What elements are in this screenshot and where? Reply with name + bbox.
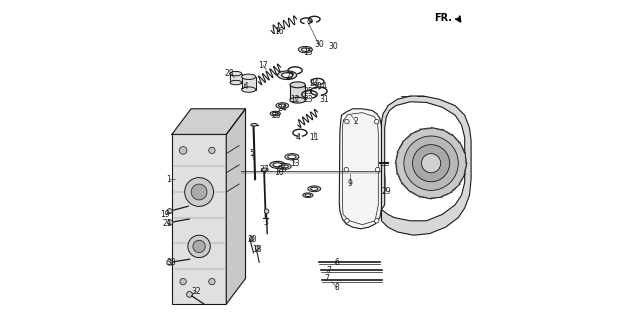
- Circle shape: [396, 128, 466, 198]
- Circle shape: [250, 236, 254, 241]
- Ellipse shape: [279, 164, 291, 169]
- Ellipse shape: [230, 80, 242, 85]
- Ellipse shape: [311, 187, 318, 190]
- Text: 30: 30: [314, 40, 324, 49]
- Circle shape: [264, 209, 269, 213]
- Circle shape: [168, 220, 173, 225]
- Text: 16: 16: [274, 28, 284, 36]
- Text: 14: 14: [239, 82, 249, 91]
- Polygon shape: [226, 109, 246, 304]
- Text: 30: 30: [329, 42, 338, 51]
- Ellipse shape: [305, 194, 311, 196]
- Circle shape: [375, 167, 380, 172]
- Polygon shape: [172, 134, 226, 304]
- Text: 33: 33: [166, 258, 176, 267]
- Ellipse shape: [230, 71, 242, 76]
- Ellipse shape: [308, 186, 321, 192]
- Circle shape: [344, 167, 349, 172]
- Text: 30: 30: [312, 82, 323, 91]
- Circle shape: [185, 178, 213, 206]
- Ellipse shape: [277, 71, 297, 79]
- Circle shape: [404, 136, 458, 190]
- Polygon shape: [382, 96, 471, 235]
- Ellipse shape: [242, 87, 256, 92]
- Text: 32: 32: [191, 287, 201, 296]
- Ellipse shape: [281, 165, 288, 168]
- Ellipse shape: [285, 154, 299, 160]
- Circle shape: [188, 235, 210, 258]
- Text: 11: 11: [309, 133, 319, 142]
- Text: 26: 26: [277, 165, 287, 174]
- Text: 7: 7: [326, 266, 331, 275]
- Text: 10: 10: [274, 168, 284, 177]
- Circle shape: [375, 219, 379, 223]
- Text: 23: 23: [303, 95, 312, 104]
- Text: 1: 1: [166, 175, 171, 184]
- Circle shape: [255, 246, 260, 250]
- Text: 7: 7: [324, 274, 330, 283]
- Ellipse shape: [261, 168, 268, 171]
- Text: 25: 25: [271, 111, 281, 120]
- Text: 24: 24: [277, 104, 287, 113]
- Ellipse shape: [251, 124, 257, 126]
- Text: 19: 19: [161, 210, 170, 219]
- Text: 6: 6: [334, 258, 339, 267]
- Text: 4: 4: [296, 133, 301, 142]
- Text: 3: 3: [264, 218, 269, 227]
- Text: 27: 27: [260, 165, 269, 174]
- Circle shape: [209, 278, 215, 285]
- Circle shape: [422, 154, 441, 173]
- Ellipse shape: [272, 112, 278, 115]
- Text: 12: 12: [290, 95, 300, 104]
- Polygon shape: [339, 109, 382, 229]
- Ellipse shape: [270, 161, 285, 168]
- Text: 15: 15: [303, 48, 312, 57]
- Text: 25: 25: [303, 87, 312, 96]
- Circle shape: [345, 219, 349, 223]
- Text: 31: 31: [319, 95, 329, 104]
- Circle shape: [413, 145, 450, 182]
- Circle shape: [179, 147, 187, 154]
- Circle shape: [187, 292, 192, 297]
- Ellipse shape: [282, 73, 293, 78]
- Ellipse shape: [290, 97, 305, 103]
- Ellipse shape: [298, 46, 312, 53]
- Text: 2: 2: [354, 117, 358, 126]
- Text: 9: 9: [347, 180, 352, 188]
- Text: 20: 20: [247, 235, 257, 244]
- Text: 4: 4: [321, 82, 326, 91]
- Circle shape: [209, 147, 215, 154]
- Ellipse shape: [273, 163, 282, 167]
- Text: 28: 28: [225, 69, 234, 78]
- Text: 18: 18: [252, 245, 262, 254]
- Polygon shape: [242, 77, 256, 90]
- Circle shape: [345, 119, 349, 124]
- Text: 22: 22: [286, 72, 295, 81]
- Circle shape: [180, 278, 186, 285]
- Text: 21: 21: [163, 220, 172, 228]
- Text: 13: 13: [290, 159, 300, 168]
- Circle shape: [167, 209, 172, 214]
- Ellipse shape: [302, 48, 309, 51]
- Ellipse shape: [303, 193, 313, 197]
- Polygon shape: [230, 74, 242, 83]
- Text: FR.: FR.: [434, 12, 452, 23]
- Polygon shape: [172, 109, 246, 134]
- Circle shape: [193, 240, 205, 252]
- Text: 5: 5: [250, 149, 255, 158]
- Polygon shape: [290, 85, 305, 100]
- Ellipse shape: [290, 82, 305, 88]
- Ellipse shape: [242, 74, 256, 79]
- Ellipse shape: [270, 111, 281, 116]
- Ellipse shape: [276, 103, 289, 108]
- Ellipse shape: [279, 104, 286, 107]
- Text: 8: 8: [334, 284, 339, 292]
- Ellipse shape: [288, 155, 296, 159]
- Text: 29: 29: [382, 188, 391, 196]
- Circle shape: [191, 184, 207, 200]
- Text: 17: 17: [258, 61, 268, 70]
- Circle shape: [375, 119, 379, 124]
- Text: 24: 24: [309, 79, 319, 88]
- Circle shape: [167, 260, 173, 265]
